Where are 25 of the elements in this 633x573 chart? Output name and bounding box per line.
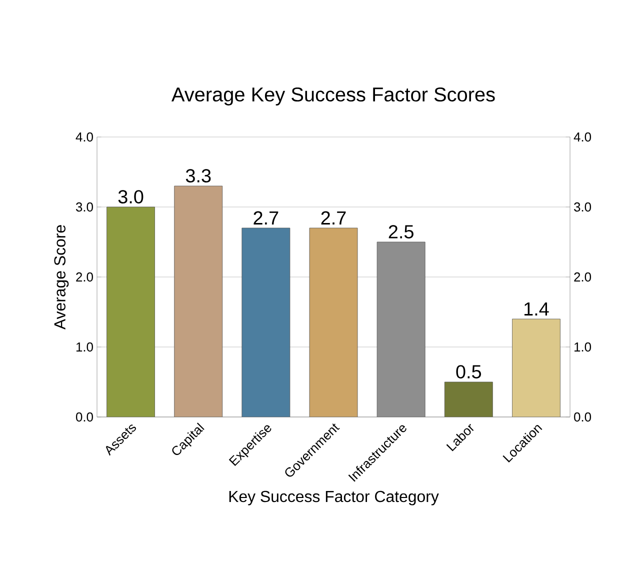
y-axis-title: Average Score — [54, 225, 69, 330]
bar — [309, 228, 358, 417]
bar — [444, 382, 493, 417]
y2-tick-label: 0.0 — [574, 412, 592, 422]
data-label: 2.7 — [254, 211, 278, 224]
data-label: 3.0 — [118, 190, 144, 204]
y2-tick-label: 3.0 — [574, 202, 592, 212]
data-label: 2.7 — [321, 211, 346, 224]
y-tick-label: 2.0 — [76, 272, 93, 282]
data-label: 1.4 — [524, 302, 549, 316]
x-axis-title: Key Success Factor Category — [229, 490, 439, 506]
y2-tick-label: 1.0 — [574, 342, 592, 352]
y-tick-label: 3.0 — [76, 202, 93, 212]
bar — [106, 206, 155, 417]
y2-tick-label: 2.0 — [574, 272, 592, 282]
chart-title: Average Key Success Factor Scores — [171, 87, 495, 106]
bar — [512, 318, 560, 417]
y-tick-label: 0.0 — [76, 412, 93, 422]
y2-tick-label: 4.0 — [574, 132, 592, 142]
y-tick-label: 1.0 — [76, 342, 93, 352]
y-tick-label: 4.0 — [76, 132, 93, 142]
data-label: 2.5 — [388, 225, 414, 238]
data-label: 0.5 — [456, 365, 482, 378]
bar — [174, 186, 223, 417]
data-label: 3.3 — [186, 169, 211, 182]
